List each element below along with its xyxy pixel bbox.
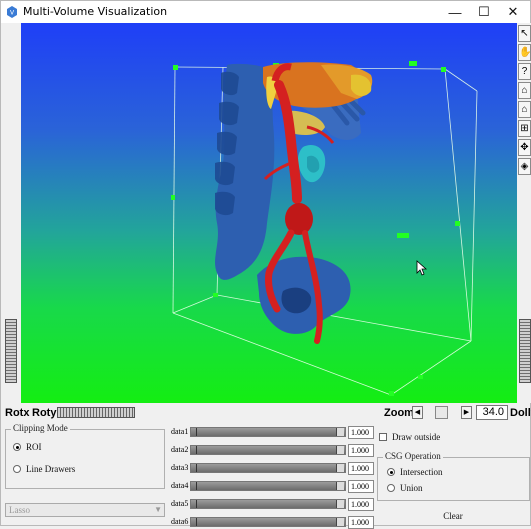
3d-viewport[interactable] bbox=[21, 23, 517, 403]
slider-thumb[interactable] bbox=[336, 428, 344, 436]
slider-track-marker bbox=[193, 464, 197, 472]
rotx-thumbwheel-vertical[interactable] bbox=[5, 319, 17, 383]
app-icon: V bbox=[7, 6, 17, 18]
draw-outside-label: Draw outside bbox=[392, 432, 441, 442]
radio-selected-icon[interactable] bbox=[13, 443, 21, 451]
data-row-slider[interactable] bbox=[190, 427, 346, 437]
zoom-value-field[interactable]: 34.0 bbox=[476, 405, 508, 420]
data-row-slider[interactable] bbox=[190, 445, 346, 455]
set-home-icon[interactable]: ⌂ bbox=[518, 101, 531, 118]
lasso-dropdown-value: Lasso bbox=[9, 505, 30, 515]
csg-operation-group: CSG Operation bbox=[377, 451, 530, 501]
dolly-label: Dolly bbox=[510, 407, 531, 419]
kidney-volume bbox=[297, 145, 326, 183]
csg-union-label: Union bbox=[400, 483, 423, 493]
data-row-value-field[interactable]: 1.000 bbox=[348, 426, 374, 439]
select-arrow-icon[interactable]: ↖ bbox=[518, 25, 531, 42]
roty-label: Roty bbox=[32, 407, 57, 419]
radio-unselected-icon[interactable] bbox=[13, 465, 21, 473]
view-all-icon[interactable]: ⊞ bbox=[518, 120, 531, 137]
data-row-label: data5 bbox=[171, 499, 189, 508]
clipping-mode-title: Clipping Mode bbox=[11, 423, 70, 433]
roty-thumbwheel[interactable] bbox=[57, 407, 135, 418]
rotx-label: Rotx bbox=[5, 407, 30, 419]
zoom-decrease-button[interactable]: ◀ bbox=[412, 406, 423, 419]
maximize-button[interactable]: ☐ bbox=[478, 4, 490, 19]
data-row-label: data6 bbox=[171, 517, 189, 526]
zoom-label: Zoom bbox=[384, 407, 414, 419]
close-button[interactable]: ✕ bbox=[507, 4, 519, 19]
clear-button[interactable]: Clear bbox=[443, 511, 463, 521]
data-row-slider[interactable] bbox=[190, 499, 346, 509]
data-row-label: data4 bbox=[171, 481, 189, 490]
slider-thumb[interactable] bbox=[336, 482, 344, 490]
clipping-mode-group: Clipping Mode bbox=[5, 423, 165, 489]
data-row-label: data1 bbox=[171, 427, 189, 436]
data-row-value-field[interactable]: 1.000 bbox=[348, 516, 374, 529]
volume-render bbox=[171, 61, 478, 396]
csg-intersection-label: Intersection bbox=[400, 467, 443, 477]
mouse-cursor-icon bbox=[416, 260, 428, 276]
slider-thumb[interactable] bbox=[336, 464, 344, 472]
data-row-value-field[interactable]: 1.000 bbox=[348, 462, 374, 475]
clipping-roi-label: ROI bbox=[26, 442, 42, 452]
clipping-roi-option[interactable]: ROI bbox=[13, 442, 42, 452]
slider-track-marker bbox=[193, 518, 197, 526]
title-bar: V Multi-Volume Visualization — ☐ ✕ bbox=[1, 1, 530, 23]
csg-union-option[interactable]: Union bbox=[387, 483, 423, 493]
slider-thumb[interactable] bbox=[336, 518, 344, 526]
slider-thumb[interactable] bbox=[336, 446, 344, 454]
draw-outside-option[interactable]: Draw outside bbox=[379, 432, 440, 442]
data-row-slider[interactable] bbox=[190, 463, 346, 473]
data-row-slider[interactable] bbox=[190, 481, 346, 491]
slider-track-marker bbox=[193, 446, 197, 454]
minimize-button[interactable]: — bbox=[448, 4, 462, 20]
data-row-value-field[interactable]: 1.000 bbox=[348, 444, 374, 457]
viewer-toolbar bbox=[517, 23, 531, 403]
slider-track-marker bbox=[193, 482, 197, 490]
dolly-thumbwheel-vertical[interactable] bbox=[519, 319, 531, 383]
home-icon[interactable]: ⌂ bbox=[518, 82, 531, 99]
lasso-dropdown[interactable]: Lasso ▼ bbox=[5, 503, 165, 517]
pan-hand-icon[interactable]: ✋ bbox=[518, 44, 531, 61]
chevron-down-icon: ▼ bbox=[154, 505, 162, 514]
data-row-label: data3 bbox=[171, 463, 189, 472]
clipping-line-drawers-label: Line Drawers bbox=[26, 464, 76, 474]
draw-outside-checkbox[interactable] bbox=[379, 433, 387, 441]
data-row-value-field[interactable]: 1.000 bbox=[348, 480, 374, 493]
data-row-value-field[interactable]: 1.000 bbox=[348, 498, 374, 511]
left-panel bbox=[1, 23, 21, 403]
data-row-label: data2 bbox=[171, 445, 189, 454]
seek-icon[interactable]: ✥ bbox=[518, 139, 531, 156]
slider-track-marker bbox=[193, 500, 197, 508]
clipping-line-drawers-option[interactable]: Line Drawers bbox=[13, 464, 75, 474]
projection-icon[interactable]: ◈ bbox=[518, 158, 531, 175]
zoom-increase-button[interactable]: ▶ bbox=[461, 406, 472, 419]
radio-selected-icon[interactable] bbox=[387, 468, 395, 476]
help-icon[interactable]: ? bbox=[518, 63, 531, 80]
artery-volume bbox=[263, 63, 335, 344]
radio-unselected-icon[interactable] bbox=[387, 484, 395, 492]
csg-intersection-option[interactable]: Intersection bbox=[387, 467, 442, 477]
slider-thumb[interactable] bbox=[336, 500, 344, 508]
svg-text:V: V bbox=[10, 10, 15, 17]
window-title: Multi-Volume Visualization bbox=[23, 5, 168, 18]
slider-track-marker bbox=[193, 428, 197, 436]
csg-operation-title: CSG Operation bbox=[383, 451, 443, 461]
zoom-slider[interactable] bbox=[435, 406, 448, 419]
